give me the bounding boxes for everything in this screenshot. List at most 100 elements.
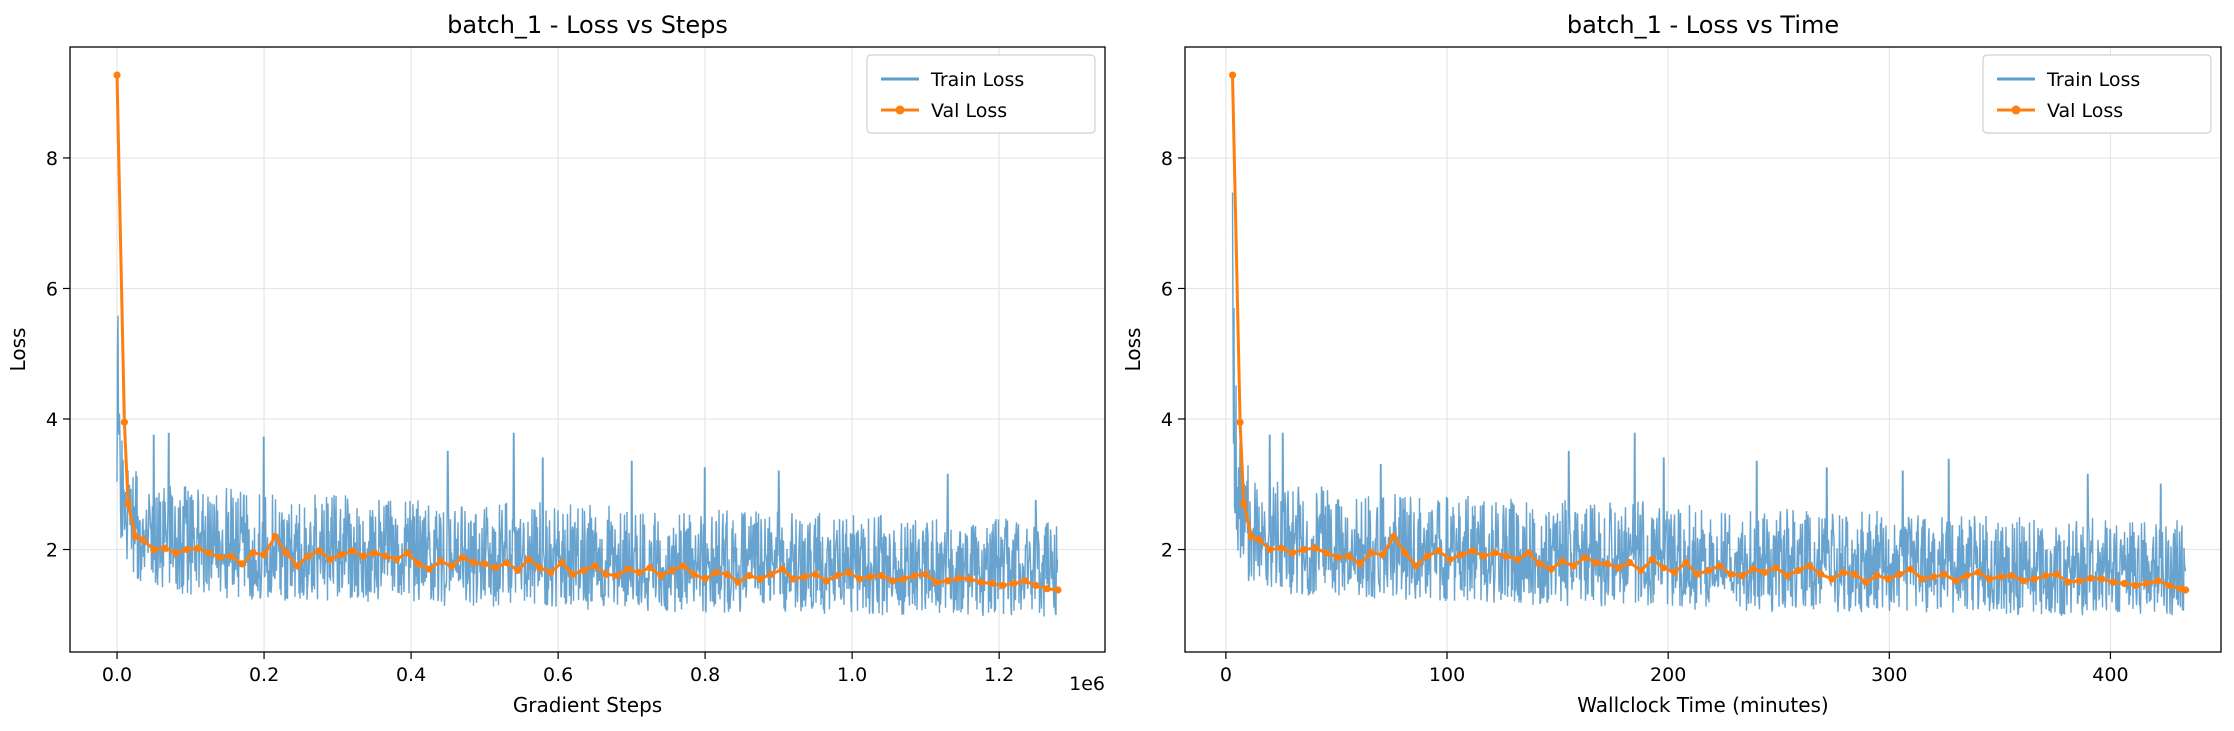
val-loss-point (425, 565, 434, 573)
val-loss-point (1240, 500, 1248, 508)
chart-title: batch_1 - Loss vs Steps (447, 11, 728, 39)
val-loss-point (1727, 570, 1735, 578)
val-loss-point (1738, 572, 1746, 580)
val-loss-point (2075, 577, 2083, 585)
val-loss-point (293, 562, 301, 570)
val-loss-point (150, 545, 158, 554)
val-loss-point (2053, 570, 2061, 578)
val-loss-point (139, 536, 147, 544)
val-loss-point (326, 555, 334, 563)
y-tick-label: 4 (1161, 409, 1173, 431)
val-loss-point (866, 573, 875, 581)
val-loss-point (877, 572, 886, 580)
x-tick-label: 1.2 (984, 664, 1014, 686)
val-loss-point (1032, 581, 1040, 590)
val-loss-point (1356, 560, 1364, 568)
val-loss-point (2019, 577, 2027, 585)
legend-val-marker (2011, 105, 2021, 115)
val-loss-point (2064, 578, 2072, 586)
legend-val-label: Val Loss (931, 100, 1007, 122)
x-tick-label: 0.0 (102, 664, 132, 686)
val-loss-point (131, 532, 140, 541)
val-loss-point (1682, 558, 1690, 567)
train-loss-line (116, 315, 1059, 617)
val-loss-point (657, 572, 665, 580)
val-loss-point (1963, 572, 1971, 580)
y-tick-label: 2 (46, 540, 58, 562)
val-loss-point (113, 71, 121, 79)
val-loss-point (800, 573, 808, 581)
val-loss-point (1839, 568, 1847, 576)
val-loss-point (1592, 558, 1600, 567)
val-loss-point (1918, 575, 1926, 583)
val-loss-point (1895, 570, 1904, 578)
val-loss-point (1236, 418, 1244, 426)
val-loss-point (668, 566, 676, 575)
x-axis-ticks: 0 100 200 300 400 (1220, 652, 2129, 686)
x-axis-offset-label: 1e6 (1069, 673, 1105, 695)
val-loss-point (1446, 555, 1454, 563)
chart-panel-loss-vs-steps: batch_1 - Loss vs Steps 0.0 0.2 0.4 0.6 0.8 1… (6, 11, 1106, 717)
val-loss-point (1277, 544, 1285, 552)
val-loss-point (690, 570, 698, 578)
val-loss-point (1021, 577, 1029, 585)
val-loss-point (591, 562, 599, 570)
val-loss-point (899, 575, 908, 583)
val-loss-point (922, 570, 930, 578)
val-loss-point (911, 572, 919, 580)
y-axis-label: Loss (6, 328, 30, 372)
y-tick-label: 2 (1161, 540, 1173, 562)
val-loss-point (282, 549, 290, 557)
val-loss-point (1648, 555, 1656, 563)
val-loss-point (238, 560, 246, 568)
val-loss-point (469, 558, 478, 567)
val-loss-point (337, 551, 345, 559)
val-loss-point (120, 418, 128, 426)
val-loss-point (833, 572, 842, 580)
val-loss-point (1581, 553, 1589, 561)
val-loss-point (381, 552, 389, 560)
val-loss-point (1247, 532, 1255, 541)
x-tick-label: 100 (1429, 664, 1465, 686)
val-loss-point (480, 560, 489, 568)
val-loss-point (2120, 579, 2128, 588)
val-loss-point (1828, 575, 1836, 583)
y-axis-ticks: 2 4 6 8 (46, 148, 70, 562)
val-loss-point (1457, 551, 1465, 559)
val-loss-point (1940, 570, 1948, 578)
val-loss-point (216, 553, 224, 561)
val-loss-point (955, 574, 963, 582)
val-loss-point (1884, 575, 1892, 583)
val-loss-point (1760, 568, 1769, 576)
val-loss-point (2030, 575, 2038, 583)
val-loss-point (260, 551, 268, 559)
val-loss-point (536, 564, 544, 572)
train-loss-line (1231, 192, 2187, 616)
val-loss-point (227, 552, 235, 560)
val-loss-point (624, 565, 632, 573)
val-loss-point (756, 575, 764, 583)
val-loss-point (1603, 560, 1611, 568)
x-tick-label: 200 (1650, 664, 1686, 686)
val-loss-point (1850, 570, 1859, 578)
x-tick-label: 1.0 (837, 664, 867, 686)
val-loss-point (2132, 581, 2140, 590)
val-loss-point (778, 565, 786, 573)
val-loss-point (933, 578, 941, 586)
val-loss-point (2086, 574, 2095, 582)
y-axis-ticks: 2 4 6 8 (1161, 148, 1185, 562)
val-loss-point (1513, 555, 1521, 563)
val-loss-point (1525, 549, 1533, 557)
legend: Train Loss Val Loss (1982, 54, 2212, 134)
x-tick-label: 0.2 (249, 664, 279, 686)
x-tick-label: 0.4 (396, 664, 426, 686)
val-loss-point (745, 572, 753, 580)
val-loss-point (1985, 575, 1994, 583)
y-tick-label: 6 (1161, 278, 1173, 300)
val-loss-point (1659, 564, 1668, 572)
x-tick-label: 0.6 (543, 664, 573, 686)
series-layer (1228, 71, 2190, 616)
val-loss-point (2165, 581, 2173, 590)
val-loss-point (205, 549, 213, 557)
